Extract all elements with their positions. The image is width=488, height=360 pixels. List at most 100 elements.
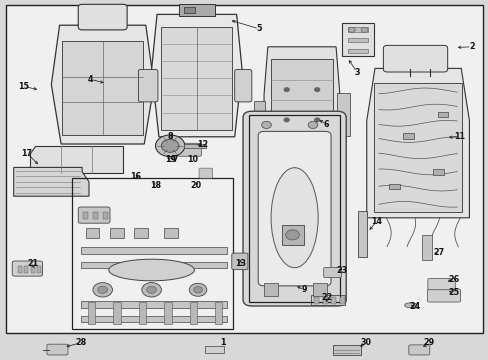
Bar (164, 302, 171, 324)
Bar (139, 302, 146, 324)
Text: 28: 28 (75, 338, 86, 347)
Text: 8: 8 (167, 132, 173, 141)
Text: 1: 1 (219, 338, 225, 347)
Bar (179, 4, 215, 16)
Bar (264, 283, 277, 296)
Bar (437, 112, 447, 117)
FancyBboxPatch shape (383, 45, 447, 72)
Bar (31, 266, 35, 273)
Ellipse shape (404, 303, 416, 308)
Bar (83, 212, 88, 219)
FancyBboxPatch shape (78, 4, 127, 30)
Bar (161, 27, 232, 130)
Text: 27: 27 (433, 248, 444, 257)
FancyBboxPatch shape (408, 345, 429, 355)
Bar (281, 225, 303, 245)
Text: 12: 12 (197, 140, 208, 149)
Polygon shape (151, 14, 242, 137)
Bar (88, 302, 95, 324)
Circle shape (193, 287, 202, 293)
FancyBboxPatch shape (231, 253, 247, 270)
Bar (254, 101, 264, 124)
FancyBboxPatch shape (199, 168, 212, 178)
Circle shape (161, 139, 179, 152)
Text: 10: 10 (187, 155, 198, 163)
Text: 20: 20 (190, 181, 201, 190)
Text: 24: 24 (408, 302, 419, 311)
Bar (322, 297, 327, 304)
Circle shape (360, 27, 367, 32)
Bar (113, 302, 121, 324)
Bar (388, 184, 399, 189)
Bar (81, 247, 227, 254)
Circle shape (261, 121, 271, 129)
Bar (337, 93, 349, 136)
Bar (24, 266, 28, 273)
FancyBboxPatch shape (427, 279, 454, 290)
Bar (347, 49, 367, 53)
Text: 4: 4 (87, 75, 93, 84)
Bar (81, 301, 227, 308)
Polygon shape (366, 68, 468, 218)
Bar (312, 283, 326, 296)
Bar (373, 83, 461, 212)
Text: 5: 5 (256, 24, 262, 33)
Circle shape (189, 283, 206, 296)
Bar (249, 115, 339, 302)
FancyBboxPatch shape (178, 143, 201, 156)
Text: 25: 25 (447, 288, 458, 297)
FancyBboxPatch shape (234, 69, 251, 102)
Bar (85, 228, 99, 238)
Circle shape (347, 27, 354, 32)
Polygon shape (264, 47, 339, 166)
Text: 22: 22 (320, 292, 332, 302)
FancyBboxPatch shape (47, 344, 68, 355)
Ellipse shape (270, 168, 318, 268)
Text: 18: 18 (150, 181, 161, 190)
Bar (72, 178, 232, 329)
Text: 15: 15 (18, 82, 29, 91)
Polygon shape (51, 25, 154, 144)
Circle shape (284, 118, 288, 122)
Ellipse shape (108, 259, 194, 281)
Bar (310, 295, 344, 305)
FancyBboxPatch shape (138, 69, 158, 102)
Bar (342, 23, 373, 56)
Polygon shape (30, 146, 123, 173)
Circle shape (284, 88, 288, 91)
Text: 23: 23 (336, 266, 347, 275)
Bar (163, 228, 177, 238)
Circle shape (314, 118, 319, 122)
Bar (134, 228, 148, 238)
FancyBboxPatch shape (243, 111, 346, 306)
Bar (403, 133, 413, 139)
Bar (271, 59, 332, 160)
Bar (332, 345, 360, 355)
Bar (347, 27, 367, 32)
Bar (81, 316, 227, 322)
Circle shape (314, 88, 319, 91)
Bar (421, 235, 431, 260)
Polygon shape (14, 167, 89, 196)
Text: 14: 14 (370, 217, 381, 226)
FancyBboxPatch shape (323, 267, 341, 278)
Bar (81, 262, 227, 268)
Bar (215, 302, 222, 324)
Text: 30: 30 (360, 338, 370, 347)
FancyBboxPatch shape (427, 289, 460, 302)
Bar (189, 302, 197, 324)
Text: 29: 29 (423, 338, 434, 347)
Text: 19: 19 (164, 155, 175, 163)
Text: 9: 9 (301, 285, 306, 294)
Bar (358, 211, 366, 257)
FancyBboxPatch shape (78, 207, 110, 223)
Text: 7: 7 (172, 155, 178, 163)
Circle shape (155, 135, 184, 157)
FancyBboxPatch shape (258, 131, 330, 286)
Circle shape (142, 283, 161, 297)
Circle shape (98, 286, 107, 293)
Circle shape (93, 283, 112, 297)
Circle shape (146, 286, 156, 293)
Text: 2: 2 (468, 42, 474, 51)
FancyBboxPatch shape (12, 261, 42, 276)
